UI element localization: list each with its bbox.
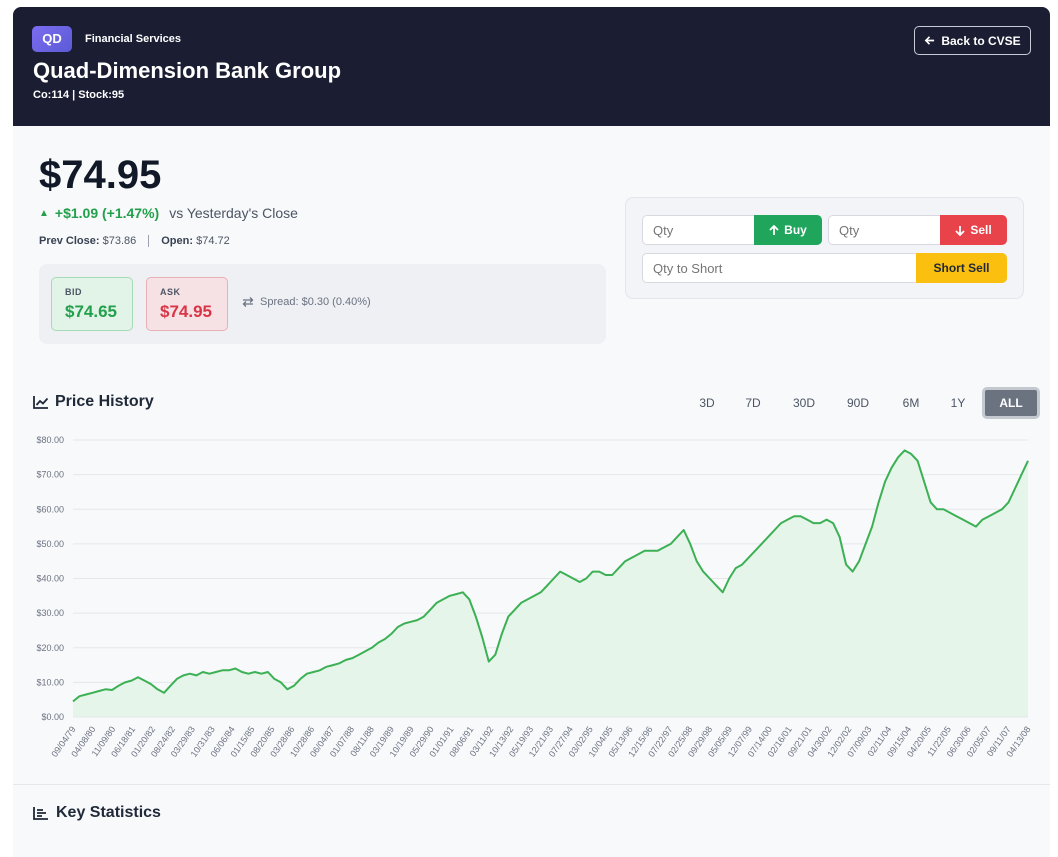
buy-qty-input[interactable]: [642, 215, 755, 245]
y-tick-label: $40.00: [36, 574, 64, 584]
price-area: [73, 450, 1028, 717]
stock-detail-card: QD Financial Services Quad-Dimension Ban…: [13, 7, 1050, 857]
spread-info: Spread: $0.30 (0.40%): [242, 296, 371, 308]
y-tick-label: $0.00: [41, 712, 64, 722]
back-button[interactable]: Back to CVSE: [914, 26, 1031, 55]
sell-label: Sell: [970, 223, 992, 237]
triangle-up-icon: ▲: [39, 207, 49, 219]
range-all[interactable]: ALL: [982, 387, 1040, 419]
ask-value: $74.95: [160, 302, 212, 321]
swap-icon: [242, 297, 254, 307]
price-change: ▲ +$1.09 (+1.47%) vs Yesterday's Close: [39, 205, 298, 221]
buy-label: Buy: [784, 223, 807, 237]
range-selector: 3D 7D 30D 90D 6M 1Y ALL: [688, 387, 1040, 419]
sell-button[interactable]: Sell: [940, 215, 1007, 245]
key-statistics-section: Key Statistics: [13, 784, 1050, 857]
key-statistics-title: Key Statistics: [56, 804, 161, 821]
y-tick-label: $50.00: [36, 539, 64, 549]
ask-box: ASK $74.95: [146, 277, 228, 331]
current-price: $74.95: [39, 153, 162, 197]
trade-panel: Buy Sell Short Sell: [625, 197, 1024, 299]
stock-header: QD Financial Services Quad-Dimension Ban…: [13, 7, 1050, 126]
sell-qty-input[interactable]: [828, 215, 941, 245]
line-chart-icon: [33, 396, 49, 409]
spread-text: Spread: $0.30 (0.40%): [260, 296, 371, 308]
arrow-up-icon: [769, 224, 779, 235]
price-history-title: Price History: [55, 393, 154, 410]
range-90d[interactable]: 90D: [846, 396, 869, 410]
y-tick-label: $80.00: [36, 435, 64, 445]
bid-label: BID: [65, 287, 82, 297]
open-value: $74.72: [196, 235, 230, 247]
divider: [148, 235, 150, 247]
key-statistics-heading: Key Statistics: [33, 804, 161, 822]
price-history-chart: $0.00 $10.00 $20.00 $30.00 $40.00 $50.00 $60.0…: [36, 435, 1032, 759]
prev-close-label: Prev Close:: [39, 235, 100, 247]
price-line: [72, 449, 1029, 703]
short-sell-button[interactable]: Short Sell: [916, 253, 1007, 283]
y-tick-label: $20.00: [36, 643, 64, 653]
sector-label: Financial Services: [85, 33, 181, 45]
arrow-down-icon: [955, 225, 965, 236]
change-value: +$1.09 (+1.47%): [54, 205, 160, 221]
range-30d[interactable]: 30D: [792, 396, 815, 410]
short-qty-input[interactable]: [642, 253, 917, 283]
y-tick-label: $60.00: [36, 504, 64, 514]
company-stock-ids: Co:114 | Stock:95: [33, 89, 125, 101]
range-3d[interactable]: 3D: [699, 396, 715, 410]
open-label: Open:: [161, 235, 194, 247]
y-tick-label: $10.00: [36, 677, 64, 687]
price-history-heading: Price History: [33, 393, 154, 411]
back-button-label: Back to CVSE: [941, 33, 1021, 48]
bar-list-icon: [33, 807, 48, 820]
bid-box: BID $74.65: [51, 277, 133, 331]
prev-close-value: $73.86: [102, 235, 137, 247]
change-reference: vs Yesterday's Close: [169, 205, 298, 221]
prev-open-row: Prev Close: $73.86 Open: $74.72: [39, 235, 230, 247]
bid-ask-panel: BID $74.65 ASK $74.95 Spread: $0.30 (0.4…: [39, 264, 606, 344]
company-name: Quad-Dimension Bank Group: [33, 58, 342, 83]
ask-label: ASK: [160, 287, 181, 297]
y-tick-label: $30.00: [36, 608, 64, 618]
range-1y[interactable]: 1Y: [950, 396, 966, 410]
arrow-left-icon: [924, 36, 935, 45]
range-7d[interactable]: 7D: [745, 396, 761, 410]
company-badge: QD: [32, 26, 72, 52]
range-6m[interactable]: 6M: [902, 396, 920, 410]
y-tick-label: $70.00: [36, 470, 64, 480]
bid-value: $74.65: [65, 302, 117, 321]
buy-button[interactable]: Buy: [754, 215, 822, 245]
